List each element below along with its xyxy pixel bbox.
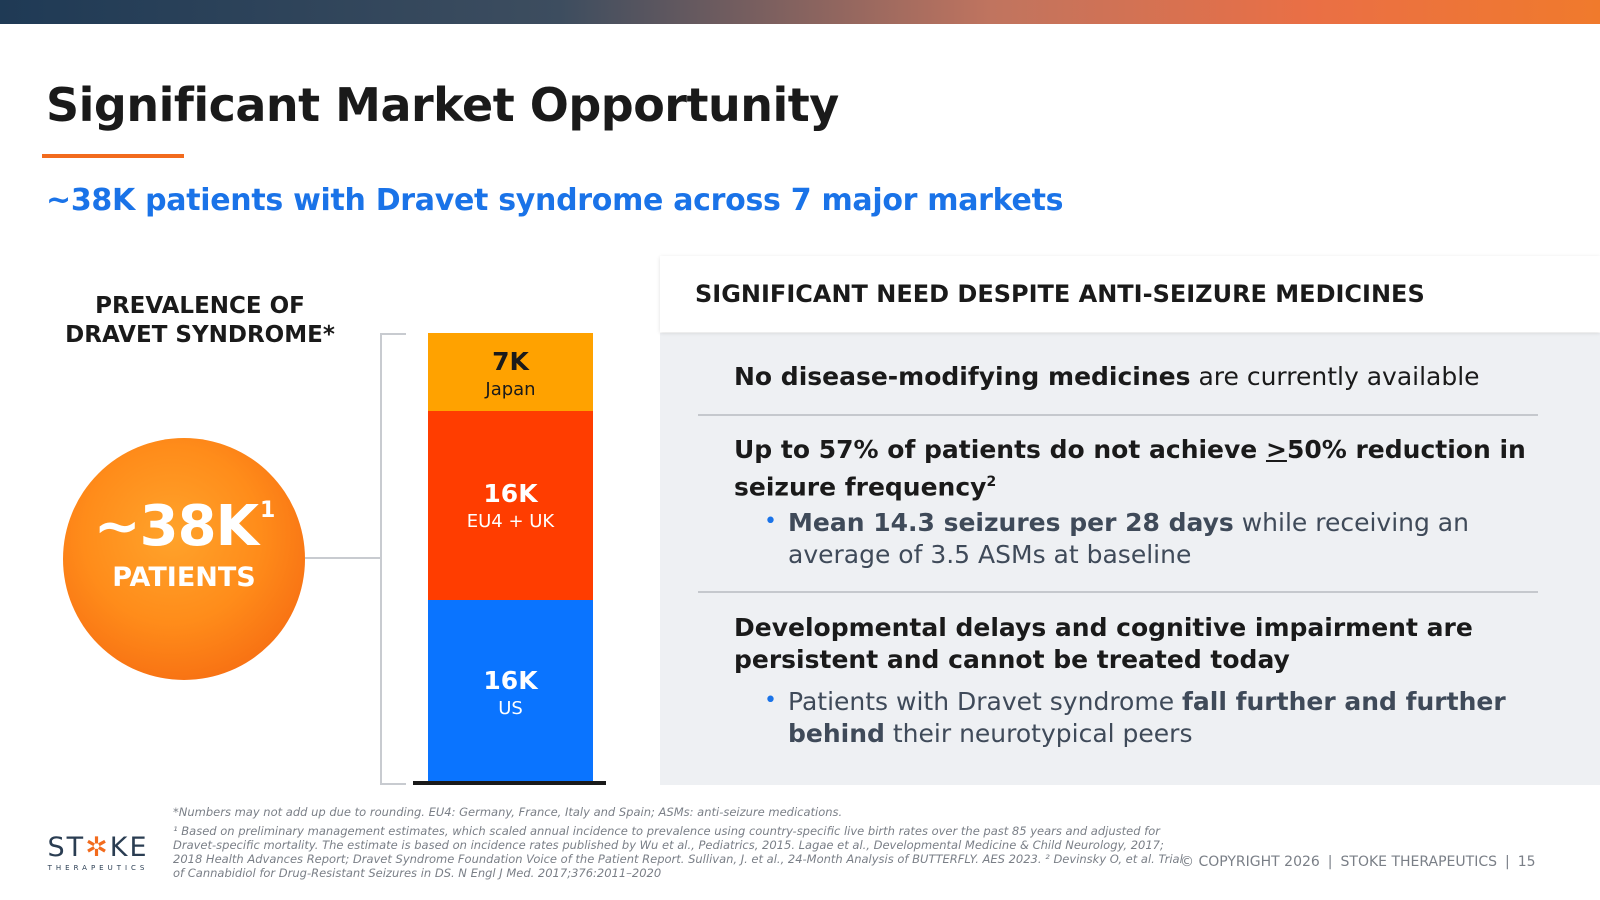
logo-wordmark: ST✲KE [44, 834, 152, 862]
need-point-2-b: 50% reduction in seizure frequency [734, 435, 1526, 502]
footnote-rounding: *Numbers may not add up due to rounding.… [173, 805, 843, 819]
stoke-logo: ST✲KE THERAPEUTICS [44, 834, 152, 873]
company-name: STOKE THERAPEUTICS [1340, 854, 1497, 870]
total-patients-value: ~38K1 [63, 494, 305, 559]
page-number: 15 [1517, 854, 1536, 870]
need-panel-title: SIGNIFICANT NEED DESPITE ANTI-SEIZURE ME… [695, 280, 1425, 308]
bar-segment-us: 16K US [428, 600, 593, 783]
need-point-2-sub-bold: Mean 14.3 seizures per 28 days [788, 508, 1234, 537]
divider [698, 591, 1538, 593]
logo-mark-icon: ✲ [85, 832, 110, 863]
need-panel-header: SIGNIFICANT NEED DESPITE ANTI-SEIZURE ME… [660, 256, 1600, 332]
bar-segment-eu4-uk: 16K EU4 + UK [428, 411, 593, 600]
need-point-2-a: Up to 57% of patients do not achieve [734, 435, 1266, 464]
footer-separator: | [1327, 854, 1333, 870]
page-title: Significant Market Opportunity [46, 78, 839, 132]
need-point-3-sub-b: their neurotypical peers [884, 719, 1193, 748]
bullet-icon: • [764, 688, 777, 713]
bar-value-us: 16K [483, 666, 538, 695]
need-point-3: Developmental delays and cognitive impai… [734, 613, 1473, 674]
need-point-1: No disease-modifying medicines are curre… [734, 361, 1480, 393]
bar-label-japan: Japan [485, 379, 536, 400]
bar-value-eu4-uk: 16K [483, 479, 538, 508]
total-patients-label: PATIENTS [112, 562, 256, 593]
need-panel [660, 333, 1600, 785]
prevalence-heading: PREVALENCE OF DRAVET SYNDROME* [40, 292, 360, 350]
need-point-2-footnote: 2 [986, 474, 997, 490]
need-point-1-rest: are currently available [1190, 362, 1480, 391]
need-point-1-bold: No disease-modifying medicines [734, 362, 1191, 391]
bar-value-japan: 7K [492, 347, 529, 376]
logo-text-left: ST [47, 832, 86, 863]
page-subtitle: ~38K patients with Dravet syndrome acros… [46, 183, 1064, 218]
top-gradient-bar [0, 0, 1600, 24]
chart-baseline [413, 781, 606, 785]
bar-label-eu4-uk: EU4 + UK [466, 511, 555, 532]
connector-line [305, 557, 380, 559]
need-point-3-sub-bold: fall further and further behind [788, 687, 1506, 748]
footnote-references: ¹ Based on preliminary management estima… [173, 824, 1183, 880]
bullet-icon: • [764, 509, 777, 534]
total-patients-circle: ~38K1 PATIENTS [63, 438, 305, 680]
prevalence-heading-line2: DRAVET SYNDROME* [65, 322, 335, 348]
need-point-2: Up to 57% of patients do not achieve >50… [734, 434, 1534, 503]
need-point-3-sub: Patients with Dravet syndrome fall furth… [788, 686, 1540, 750]
need-point-2-sub-rest: while receiving an average of 3.5 ASMs a… [788, 508, 1469, 569]
prevalence-heading-line1: PREVALENCE OF [95, 293, 305, 319]
total-value-text: ~38K [93, 494, 259, 559]
footer-separator: | [1505, 854, 1510, 870]
footer-copyright: © COPYRIGHT 2026 | STOKE THERAPEUTICS | 15 [1180, 854, 1536, 870]
need-point-2-sub: Mean 14.3 seizures per 28 days while rec… [788, 507, 1540, 571]
total-footnote-marker: 1 [259, 498, 275, 523]
bar-segment-japan: 7K Japan [428, 333, 593, 411]
logo-text-right: KE [109, 832, 149, 863]
copyright-text: © COPYRIGHT 2026 [1180, 854, 1320, 870]
bar-label-us: US [498, 698, 523, 719]
need-point-2-ge: > [1265, 435, 1287, 464]
divider [698, 414, 1538, 416]
need-point-3-sub-a: Patients with Dravet syndrome [788, 687, 1183, 716]
bracket [380, 333, 406, 785]
logo-subtext: THERAPEUTICS [47, 864, 149, 872]
title-underline [42, 154, 184, 158]
